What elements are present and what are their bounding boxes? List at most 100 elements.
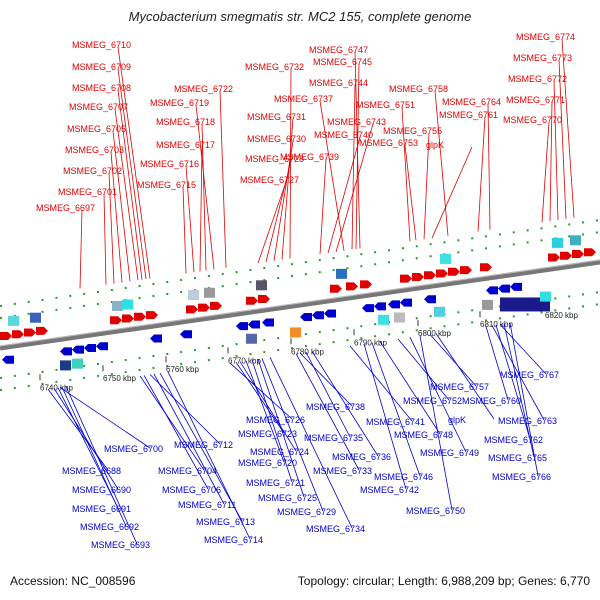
scale-tick-label: 6770 kbp <box>228 356 261 365</box>
bottom-gene-label: MSMEG_6760 <box>462 396 521 406</box>
feature-block <box>336 268 347 279</box>
forward-gene-arrow <box>400 274 412 283</box>
top-gene-label: MSMEG_6772 <box>508 74 567 84</box>
top-gene-label: MSMEG_6727 <box>240 175 299 185</box>
feature-block <box>570 235 581 246</box>
feature-block <box>290 327 301 338</box>
top-label-connector <box>401 106 411 242</box>
bottom-label-connector <box>509 322 539 477</box>
top-label-connector <box>79 209 83 289</box>
reverse-gene-arrow <box>150 334 162 343</box>
forward-gene-arrow <box>436 269 448 278</box>
bottom-label-connector <box>239 361 297 452</box>
top-label-connector <box>182 186 187 274</box>
forward-gene-arrow <box>548 253 560 262</box>
feature-block <box>552 237 563 248</box>
top-label-connector <box>195 104 215 270</box>
forward-gene-arrow <box>24 328 36 337</box>
forward-gene-arrow <box>412 272 424 281</box>
reverse-gene-arrow <box>312 311 324 320</box>
bottom-gene-label: MSMEG_6736 <box>332 452 391 462</box>
top-gene-label: MSMEG_6709 <box>72 62 131 72</box>
bottom-gene-label: MSMEG_6725 <box>258 493 317 503</box>
reverse-gene-arrow <box>510 282 522 291</box>
top-label-connector <box>273 140 294 261</box>
reverse-gene-arrow <box>60 347 72 356</box>
bottom-gene-label: MSMEG_6721 <box>246 478 305 488</box>
bottom-gene-label: MSMEG_6749 <box>420 448 479 458</box>
forward-gene-arrow <box>560 251 572 260</box>
forward-gene-arrow <box>346 282 358 291</box>
bottom-label-connector <box>429 334 477 387</box>
bottom-gene-label: MSMEG_6724 <box>250 447 309 457</box>
bottom-label-connector <box>379 341 441 435</box>
feature-block <box>122 299 133 310</box>
top-label-connector <box>327 136 361 254</box>
feature-block <box>60 360 71 371</box>
top-gene-label: MSMEG_6722 <box>174 84 233 94</box>
top-gene-label: MSMEG_6743 <box>327 117 386 127</box>
bottom-label-connector <box>167 371 251 540</box>
bottom-label-connector <box>299 352 353 407</box>
reverse-gene-arrow <box>300 313 312 321</box>
forward-gene-arrow <box>0 332 12 340</box>
bottom-gene-label: MSMEG_6757 <box>430 382 489 392</box>
scale-tick-label: 6750 kbp <box>103 374 136 383</box>
reverse-gene-arrow <box>96 342 108 351</box>
bottom-label-connector <box>143 375 209 490</box>
forward-gene-arrow <box>186 305 198 314</box>
bottom-gene-label: glpK <box>448 415 466 425</box>
bottom-gene-label: MSMEG_6692 <box>80 522 139 532</box>
scale-tick-label: 6760 kbp <box>166 365 199 374</box>
reverse-gene-arrow <box>72 345 84 354</box>
top-gene-label: MSMEG_6755 <box>383 126 442 136</box>
scale-tick-label: 6780 kbp <box>291 347 324 356</box>
bottom-gene-label: MSMEG_6746 <box>374 472 433 482</box>
bottom-label-connector <box>397 338 450 401</box>
bottom-label-connector <box>257 358 305 498</box>
bottom-label-connector <box>419 335 453 511</box>
reverse-gene-arrow <box>324 309 336 318</box>
map-title: Mycobacterium smegmatis str. MC2 155, co… <box>128 9 472 24</box>
bottom-gene-label: MSMEG_6738 <box>306 402 365 412</box>
bottom-label-connector <box>311 351 379 457</box>
feature-block <box>434 306 445 317</box>
top-label-connector <box>117 46 151 279</box>
orf-track-2 <box>0 231 600 319</box>
forward-gene-arrow <box>210 301 222 310</box>
top-label-connector <box>108 172 115 284</box>
genome-summary-text: Topology: circular; Length: 6,988,209 bp… <box>297 574 590 588</box>
top-gene-label: MSMEG_6707 <box>69 102 128 112</box>
top-label-connector <box>355 63 360 249</box>
top-label-connector <box>117 89 143 280</box>
bottom-label-connector <box>229 362 293 420</box>
bottom-label-connector <box>57 387 119 509</box>
bottom-gene-label: MSMEG_6750 <box>406 506 465 516</box>
top-gene-label: MSMEG_6773 <box>513 53 572 63</box>
top-gene-label: MSMEG_6705 <box>67 124 126 134</box>
feature-block <box>204 287 215 298</box>
top-gene-label: MSMEG_6761 <box>439 110 498 120</box>
feature-block <box>440 253 451 264</box>
top-gene-label: MSMEG_6770 <box>503 115 562 125</box>
forward-gene-arrow <box>480 263 492 272</box>
top-label-connector <box>553 80 559 221</box>
top-gene-label: MSMEG_6744 <box>309 78 368 88</box>
bottom-gene-label: MSMEG_6723 <box>238 429 297 439</box>
top-gene-label: MSMEG_6731 <box>247 112 306 122</box>
bottom-gene-label: MSMEG_6742 <box>360 485 419 495</box>
top-gene-label: MSMEG_6732 <box>245 62 304 72</box>
scale-tick-label: 6810 kbp <box>480 320 513 329</box>
bottom-label-connector <box>305 351 351 438</box>
top-gene-label: MSMEG_6764 <box>442 97 501 107</box>
forward-gene-arrow <box>198 303 210 312</box>
bottom-gene-label: MSMEG_6733 <box>313 466 372 476</box>
top-label-connector <box>114 108 139 281</box>
bottom-gene-label: MSMEG_6735 <box>304 433 363 443</box>
bottom-gene-label: MSMEG_6693 <box>91 540 150 550</box>
top-gene-label: MSMEG_6747 <box>309 45 368 55</box>
feature-block <box>188 290 199 301</box>
bottom-gene-label: MSMEG_6762 <box>484 435 543 445</box>
top-label-connector <box>351 84 356 250</box>
bottom-label-connector <box>251 359 293 483</box>
